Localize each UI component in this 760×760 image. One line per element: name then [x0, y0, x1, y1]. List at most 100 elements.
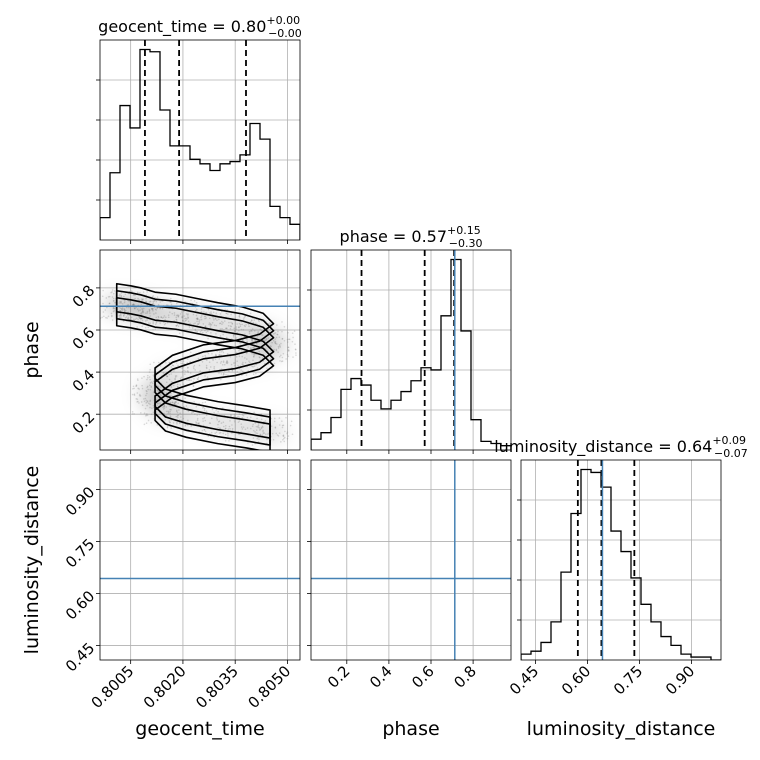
scatter-point — [164, 419, 167, 421]
scatter-point — [146, 413, 148, 415]
scatter-point — [177, 402, 179, 405]
scatter-point — [111, 314, 113, 317]
scatter-point — [215, 312, 218, 314]
axis-label-y: phase — [21, 321, 43, 378]
scatter-point — [154, 323, 157, 326]
scatter-point — [273, 417, 276, 420]
scatter-point — [186, 358, 189, 360]
scatter-point — [159, 365, 162, 367]
scatter-point — [122, 320, 125, 322]
scatter-point — [186, 369, 189, 372]
axis-label-x: geocent_time — [135, 718, 264, 740]
scatter-point — [278, 355, 281, 358]
scatter-point — [225, 374, 227, 376]
tick-label-y: 0.60 — [62, 587, 98, 623]
scatter-point — [133, 393, 136, 396]
panel-luminosity_distance-geocent_time: 0.8005 0.8020 0.8035 0.8050 geocent_time 0.45… — [21, 459, 301, 740]
scatter-point — [101, 316, 103, 319]
scatter-point — [230, 313, 232, 316]
scatter-point — [190, 425, 192, 427]
scatter-point — [280, 360, 283, 363]
scatter-point — [155, 321, 158, 324]
scatter-point — [281, 420, 283, 422]
scatter-point — [241, 370, 244, 373]
tick-label-x: 0.8035 — [192, 662, 242, 712]
scatter-point — [150, 422, 153, 424]
scatter-point — [285, 358, 287, 360]
scatter-point — [175, 324, 178, 327]
scatter-point — [294, 343, 296, 345]
panel-content — [311, 460, 511, 660]
scatter-point — [273, 362, 276, 365]
scatter-point — [237, 415, 239, 418]
scatter-point — [185, 405, 188, 407]
scatter-point — [247, 442, 249, 444]
scatter-point — [120, 314, 122, 317]
scatter-point — [169, 421, 171, 424]
scatter-point — [287, 350, 290, 352]
scatter-point — [119, 314, 121, 317]
scatter-point — [280, 441, 282, 443]
scatter-point — [96, 309, 98, 311]
scatter-point — [227, 435, 229, 437]
scatter-point — [187, 371, 190, 374]
panel-content — [100, 460, 300, 660]
scatter-point — [283, 436, 286, 439]
scatter-point — [141, 325, 144, 328]
scatter-point — [241, 339, 243, 342]
scatter-point — [143, 412, 146, 414]
scatter-point — [133, 387, 135, 390]
scatter-point — [131, 413, 134, 415]
scatter-point — [145, 297, 147, 300]
scatter-point — [224, 433, 227, 436]
axis-label-x: luminosity_distance — [527, 718, 716, 740]
scatter-point — [218, 351, 221, 353]
scatter-point — [218, 307, 220, 310]
scatter-point — [197, 422, 199, 425]
scatter-point — [193, 401, 195, 403]
axis-label-y: luminosity_distance — [21, 466, 43, 655]
scatter-point — [148, 371, 151, 373]
scatter-point — [146, 378, 148, 381]
scatter-point — [252, 373, 255, 375]
scatter-point — [218, 354, 220, 357]
scatter-point — [180, 362, 182, 365]
scatter-point — [192, 385, 195, 388]
scatter-point — [210, 304, 212, 306]
tick-label-x: 0.8050 — [244, 662, 294, 712]
scatter-point — [190, 379, 192, 382]
axis-label-x: phase — [382, 718, 439, 740]
scatter-point — [222, 339, 225, 342]
scatter-point — [133, 394, 136, 396]
scatter-point — [213, 411, 215, 414]
scatter-point — [145, 414, 147, 417]
scatter-point — [107, 315, 110, 318]
scatter-point — [255, 372, 257, 375]
panel-content — [93, 250, 300, 450]
scatter-point — [137, 400, 139, 403]
scatter-point — [238, 308, 241, 311]
scatter-point — [222, 374, 225, 376]
scatter-point — [282, 438, 284, 441]
scatter-point — [288, 349, 290, 352]
scatter-point — [196, 378, 199, 380]
scatter-point — [194, 329, 197, 332]
scatter-point — [93, 302, 95, 304]
scatter-point — [286, 432, 288, 435]
scatter-point — [143, 423, 146, 426]
tick-label-x: 0.90 — [662, 662, 698, 698]
scatter-point — [249, 416, 252, 419]
scatter-point — [132, 294, 135, 296]
scatter-point — [175, 302, 178, 305]
scatter-point — [147, 326, 150, 329]
scatter-point — [238, 413, 241, 415]
scatter-point — [239, 342, 241, 344]
scatter-point — [197, 378, 199, 381]
scatter-point — [220, 373, 223, 375]
scatter-point — [215, 354, 218, 357]
scatter-point — [242, 414, 245, 417]
scatter-point — [176, 324, 179, 326]
scatter-point — [206, 376, 209, 378]
scatter-point — [93, 313, 95, 315]
scatter-point — [146, 414, 149, 417]
